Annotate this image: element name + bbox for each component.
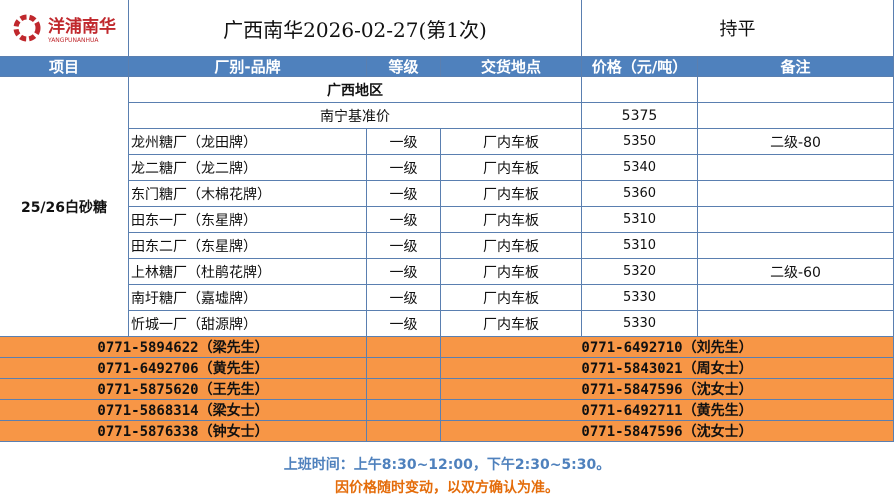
factory-brand: 龙州糖厂（龙田牌） [129, 129, 367, 155]
delivery-place: 厂内车板 [441, 285, 582, 311]
note: 二级-80 [698, 129, 894, 155]
contact-right: 0771-5847596（沈女士） [441, 421, 894, 442]
factory-brand: 南圩糖厂（嘉墟牌） [129, 285, 367, 311]
column-header: 备注 [698, 57, 894, 77]
contact-right: 0771-5843021（周女士） [441, 358, 894, 379]
empty-cell [367, 358, 441, 379]
column-header: 交货地点 [441, 57, 582, 77]
contact-left: 0771-5894622（梁先生） [0, 337, 367, 358]
contact-left: 0771-5868314（梁女士） [0, 400, 367, 421]
note [698, 285, 894, 311]
empty-cell [582, 77, 698, 103]
delivery-place: 厂内车板 [441, 311, 582, 337]
note [698, 207, 894, 233]
empty-cell [698, 103, 894, 129]
column-header: 项目 [0, 57, 129, 77]
grade: 一级 [367, 259, 441, 285]
office-hours: 上班时间：上午8:30~12:00，下午2:30~5:30。 [283, 457, 611, 473]
note [698, 181, 894, 207]
factory-brand: 上林糖厂（杜鹃花牌） [129, 259, 367, 285]
contact-right: 0771-6492710（刘先生） [441, 337, 894, 358]
delivery-place: 厂内车板 [441, 233, 582, 259]
price: 5310 [582, 207, 698, 233]
contact-right: 0771-6492711（黄先生） [441, 400, 894, 421]
contact-left: 0771-5876338（钟女士） [0, 421, 367, 442]
logo: 洋浦南华 YANGPUNANHUA [0, 0, 129, 57]
benchmark-price: 5375 [582, 103, 698, 129]
factory-brand: 田东一厂（东星牌） [129, 207, 367, 233]
delivery-place: 厂内车板 [441, 259, 582, 285]
empty-cell [367, 421, 441, 442]
delivery-place: 厂内车板 [441, 207, 582, 233]
price: 5350 [582, 129, 698, 155]
grade: 一级 [367, 129, 441, 155]
grade: 一级 [367, 155, 441, 181]
grade: 一级 [367, 207, 441, 233]
delivery-place: 厂内车板 [441, 129, 582, 155]
note [698, 311, 894, 337]
factory-brand: 龙二糖厂（龙二牌） [129, 155, 367, 181]
delivery-place: 厂内车板 [441, 155, 582, 181]
contact-right: 0771-5847596（沈女士） [441, 379, 894, 400]
column-header: 厂别-品牌 [129, 57, 367, 77]
benchmark-label: 南宁基准价 [129, 103, 582, 129]
note: 二级-60 [698, 259, 894, 285]
footer: 上班时间：上午8:30~12:00，下午2:30~5:30。 因价格随时变动，以… [0, 442, 894, 500]
note [698, 233, 894, 259]
logo-sub: YANGPUNANHUA [48, 37, 99, 44]
empty-cell [367, 337, 441, 358]
delivery-place: 厂内车板 [441, 181, 582, 207]
grade: 一级 [367, 181, 441, 207]
factory-brand: 田东二厂（东星牌） [129, 233, 367, 259]
factory-brand: 忻城一厂（甜源牌） [129, 311, 367, 337]
price: 5360 [582, 181, 698, 207]
empty-cell [367, 400, 441, 421]
column-header: 价格（元/吨） [582, 57, 698, 77]
price: 5330 [582, 311, 698, 337]
column-header: 等级 [367, 57, 441, 77]
contact-left: 0771-6492706（黄先生） [0, 358, 367, 379]
logo-name: 洋浦南华 [48, 17, 116, 37]
factory-brand: 东门糖厂（木棉花牌） [129, 181, 367, 207]
logo-icon [13, 14, 41, 42]
empty-cell [367, 379, 441, 400]
note [698, 155, 894, 181]
grade: 一级 [367, 285, 441, 311]
price-notice: 因价格随时变动，以双方确认为准。 [335, 480, 559, 496]
grade: 一级 [367, 311, 441, 337]
empty-cell [698, 77, 894, 103]
contact-left: 0771-5875620（王先生） [0, 379, 367, 400]
grade: 一级 [367, 233, 441, 259]
region: 广西地区 [129, 77, 582, 103]
price: 5320 [582, 259, 698, 285]
page-title: 广西南华2026-02-27(第1次) [129, 0, 582, 57]
price: 5310 [582, 233, 698, 259]
price: 5330 [582, 285, 698, 311]
price: 5340 [582, 155, 698, 181]
trend: 持平 [582, 0, 894, 57]
item-name: 25/26白砂糖 [0, 77, 129, 337]
